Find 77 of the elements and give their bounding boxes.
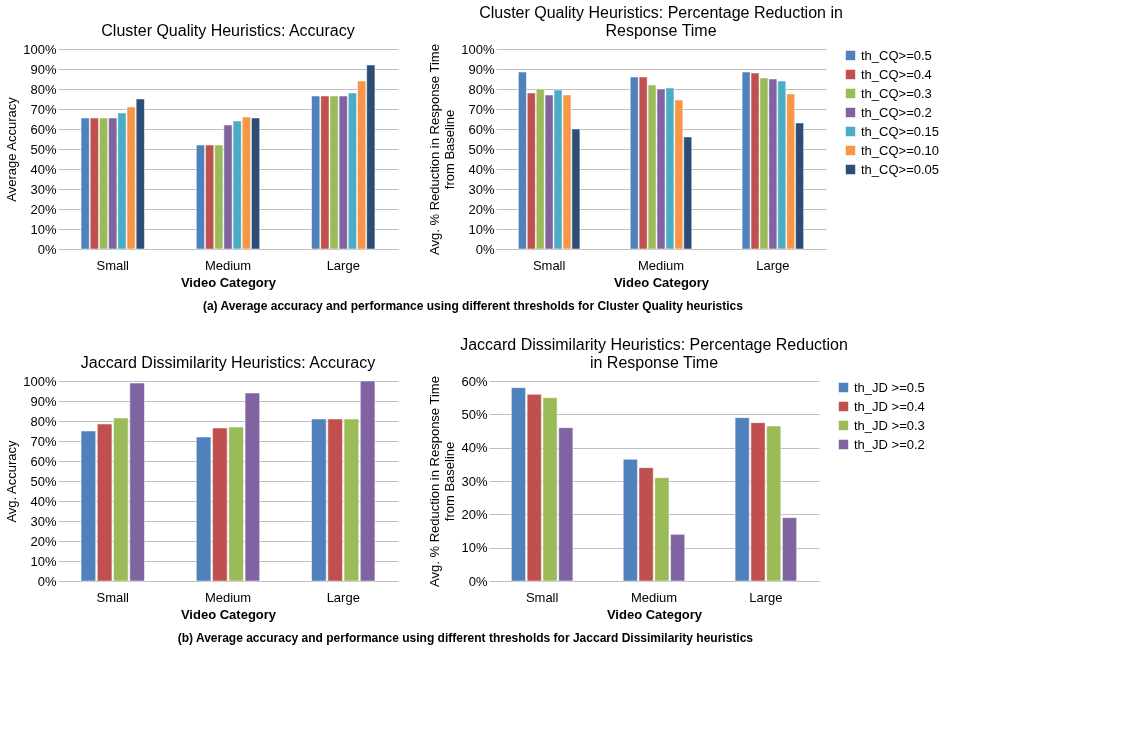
y-tick-label: 50% [461,406,488,422]
y-tick-label: 90% [468,61,495,77]
chart-title: Cluster Quality Heuristics: Percentage Reduction in Response Time [479,4,843,39]
x-tick-label: Large [326,257,360,273]
y-axis-title: Average Accuracy [4,96,20,202]
y-tick-label: 0% [475,241,495,257]
legend-label: th_JD >=0.4 [854,398,925,414]
x-tick-label: Small [525,589,559,605]
y-tick-label: 10% [461,540,488,556]
y-tick-label: 40% [30,493,57,509]
legend-label: th_CQ>=0.3 [861,85,932,101]
x-axis-title: Video Category [613,274,710,290]
y-tick-label: 30% [468,181,495,197]
y-tick-label: 0% [37,241,57,257]
legend-label: th_CQ>=0.2 [861,104,932,120]
text: (b) Average accuracy and performance using different thresholds for Jaccard Dissimilarity heuristics [177,631,754,645]
y-tick-label: 100% [23,41,57,57]
x-tick-label: Large [326,589,360,605]
y-tick-label: 40% [468,161,495,177]
y-tick-label: 30% [30,513,57,529]
y-tick-label: 80% [30,413,57,429]
y-axis-title: Avg. % Reduction in Response Time from Baseline [427,376,458,587]
x-tick-label: Medium [204,589,252,605]
chart-title: Jaccard Dissimilarity Heuristics: Percentage Reduction in Response Time [460,336,848,371]
y-tick-label: 100% [461,41,495,57]
legend-label: th_JD >=0.3 [854,417,925,433]
legend-label: th_CQ>=0.5 [861,47,932,63]
legend-label: th_CQ>=0.4 [861,66,932,82]
x-tick-label: Small [96,257,130,273]
legend-label: th_CQ>=0.10 [861,142,940,158]
y-tick-label: 10% [468,221,495,237]
y-tick-label: 60% [461,373,488,389]
y-axis-title: Avg. Accuracy [4,439,20,523]
x-tick-label: Medium [204,257,252,273]
y-tick-label: 20% [468,201,495,217]
y-tick-label: 70% [468,101,495,117]
legend-label: th_JD >=0.5 [854,379,925,395]
y-tick-label: 60% [468,121,495,137]
y-tick-label: 20% [30,533,57,549]
y-tick-label: 70% [30,433,57,449]
text: (a) Average accuracy and performance using different thresholds for Cluster Quality heuristics [202,299,744,313]
x-tick-label: Large [749,589,783,605]
x-tick-label: Medium [630,589,678,605]
y-tick-label: 20% [30,201,57,217]
y-tick-label: 50% [30,141,57,157]
y-tick-label: 10% [30,553,57,569]
chart-title: Cluster Quality Heuristics: Accuracy [101,22,355,39]
y-tick-label: 90% [30,61,57,77]
y-tick-label: 20% [461,506,488,522]
x-axis-title: Video Category [606,606,703,622]
x-tick-label: Small [96,589,130,605]
y-tick-label: 60% [30,453,57,469]
y-tick-label: 30% [30,181,57,197]
y-tick-label: 80% [30,81,57,97]
y-tick-label: 70% [30,101,57,117]
y-tick-label: 40% [461,440,488,456]
x-axis-title: Video Category [180,606,277,622]
y-tick-label: 0% [37,573,57,589]
y-tick-label: 60% [30,121,57,137]
chart-title: Jaccard Dissimilarity Heuristics: Accuracy [80,354,376,371]
y-tick-label: 0% [468,573,488,589]
y-tick-label: 10% [30,221,57,237]
y-tick-label: 80% [468,81,495,97]
legend-label: th_CQ>=0.15 [861,123,940,139]
y-tick-label: 50% [30,473,57,489]
y-tick-label: 40% [30,161,57,177]
legend-label: th_CQ>=0.05 [861,161,940,177]
y-tick-label: 50% [468,141,495,157]
x-tick-label: Large [756,257,790,273]
y-tick-label: 90% [30,393,57,409]
x-tick-label: Small [532,257,566,273]
y-tick-label: 30% [461,473,488,489]
y-tick-label: 100% [23,373,57,389]
x-tick-label: Medium [637,257,685,273]
x-axis-title: Video Category [180,274,277,290]
y-axis-title: Avg. % Reduction in Response Time from Baseline [427,44,458,255]
legend-label: th_JD >=0.2 [854,436,925,452]
